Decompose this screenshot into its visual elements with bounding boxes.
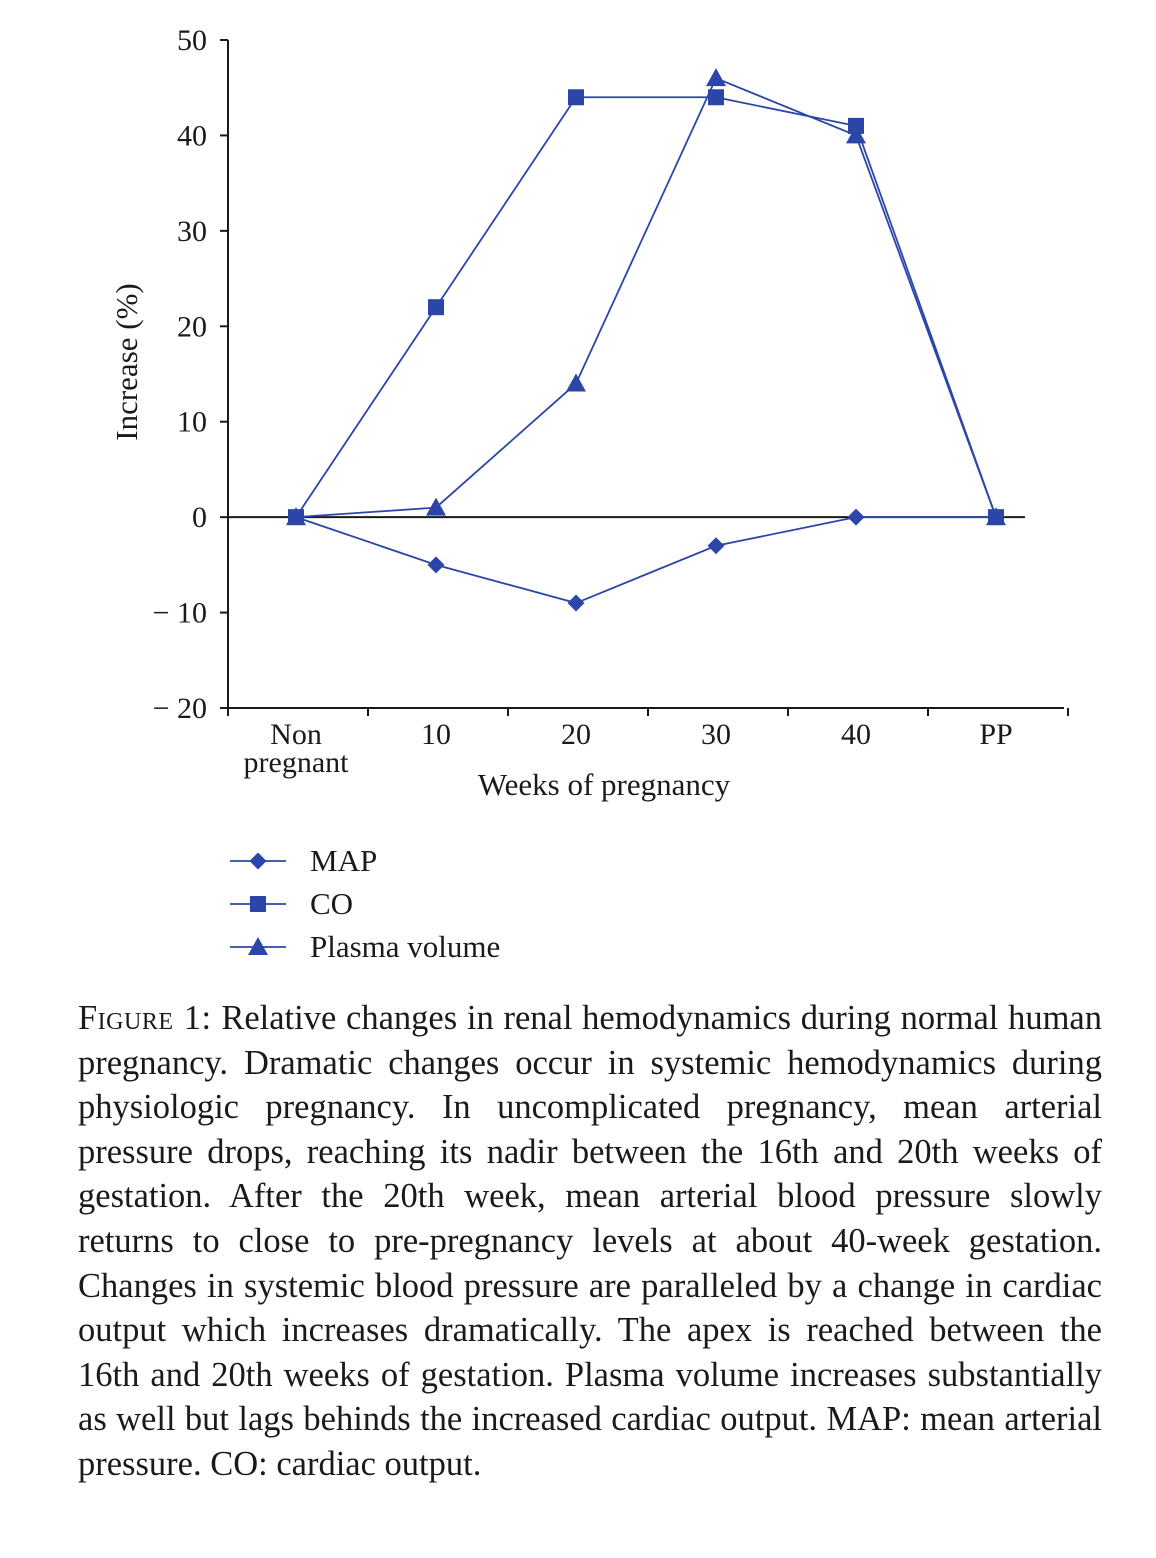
data-point-co <box>568 89 584 106</box>
x-tick-label: 10 <box>421 718 451 751</box>
data-point-plasma-volume <box>426 497 446 516</box>
y-tick-label: 30 <box>177 215 207 248</box>
y-tick-label: − 20 <box>153 692 207 725</box>
y-tick-label: 40 <box>177 119 207 152</box>
x-tick-label: 20 <box>561 718 591 751</box>
data-point-map <box>427 556 445 574</box>
legend: MAP CO Plasma volume <box>230 843 500 964</box>
x-tick-label: PP <box>979 718 1012 751</box>
legend-marker-plasma-volume <box>248 937 268 955</box>
data-point-co <box>708 89 724 106</box>
y-tick-label: − 10 <box>153 597 207 630</box>
y-tick-label: 50 <box>177 24 207 57</box>
figure-caption-text: Relative changes in renal hemodynamics d… <box>78 999 1102 1483</box>
data-point-plasma-volume <box>846 125 866 144</box>
x-tick-label: 30 <box>701 718 731 751</box>
legend-marker-co <box>250 896 266 912</box>
legend-marker-map <box>249 852 267 870</box>
y-tick-label: 20 <box>177 310 207 343</box>
chart: 50 40 30 20 10 0 − 10 − 20 Non pregnant 10 20 30 40 P… <box>109 24 1069 964</box>
data-point-plasma-volume <box>286 507 306 526</box>
y-axis-title: Increase (%) <box>109 283 144 440</box>
data-point-plasma-volume <box>706 68 726 87</box>
y-axis: 50 40 30 20 10 0 − 10 − 20 <box>153 24 229 725</box>
series-line-plasma-volume <box>295 77 997 519</box>
legend-label-plasma-volume: Plasma volume <box>310 929 500 964</box>
x-axis-title: Weeks of pregnancy <box>478 767 731 802</box>
data-point-plasma-volume <box>986 507 1006 526</box>
data-point-map <box>847 508 865 526</box>
data-point-map <box>707 537 725 555</box>
legend-label-map: MAP <box>310 843 377 878</box>
y-tick-label: 0 <box>192 501 207 534</box>
figure-label: Figure 1: <box>78 999 212 1037</box>
data-point-co <box>428 299 444 316</box>
figure-caption: Figure 1: Relative changes in renal hemo… <box>78 996 1102 1487</box>
x-tick-label: Non pregnant <box>244 718 350 779</box>
x-axis: Non pregnant 10 20 30 40 PP <box>227 516 1069 779</box>
series-layer <box>286 68 1006 612</box>
x-tick-label: 40 <box>841 718 871 751</box>
legend-label-co: CO <box>310 886 353 921</box>
y-tick-label: 10 <box>177 406 207 439</box>
data-point-map <box>567 594 585 612</box>
series-line-co <box>295 96 997 518</box>
data-point-plasma-volume <box>566 373 586 392</box>
series-line-map <box>295 516 996 604</box>
